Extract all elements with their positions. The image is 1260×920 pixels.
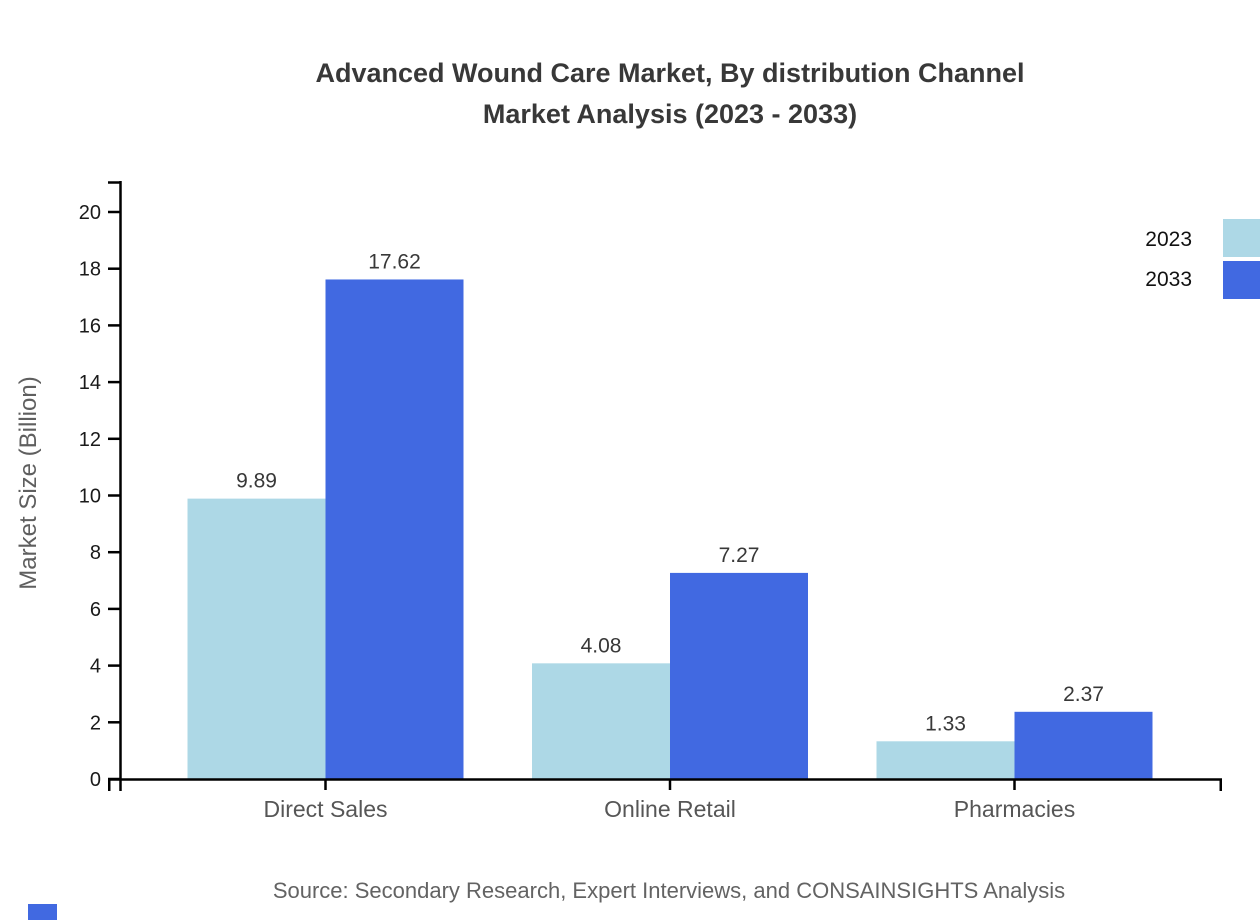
value-label-2033-pharmacies: 2.37 [1063, 683, 1104, 706]
bar-2023-direct-sales [187, 498, 326, 779]
y-tick-label-12: 12 [79, 429, 101, 451]
y-tick-label-0: 0 [90, 769, 101, 791]
source-note: Source: Secondary Research, Expert Inter… [272, 878, 1066, 903]
chart-title: Advanced Wound Care Market, By distribut… [40, 53, 1260, 135]
value-label-2033-online-retail: 7.27 [719, 544, 760, 567]
y-tick-label-4: 4 [90, 656, 101, 678]
legend-swatch-2023 [1223, 219, 1260, 257]
y-tick-label-16: 16 [79, 315, 101, 337]
bar-2033-direct-sales [325, 279, 464, 779]
bar-2033-online-retail [670, 572, 808, 779]
y-tick-label-8: 8 [90, 542, 101, 564]
y-tick-label-20: 20 [79, 202, 101, 224]
bar-2023-online-retail [532, 663, 670, 779]
bar-2033-pharmacies [1014, 711, 1153, 779]
logo-fragment [28, 904, 57, 920]
y-tick-label-10: 10 [79, 486, 101, 508]
legend-swatch-2033 [1223, 261, 1260, 299]
legend-label-2033: 2033 [1145, 268, 1192, 291]
x-category-label-online-retail: Online Retail [604, 796, 736, 822]
value-label-2023-direct-sales: 9.89 [236, 470, 277, 493]
y-tick-label-6: 6 [90, 599, 101, 621]
y-tick-label-18: 18 [79, 259, 101, 281]
chart-title-line1: Advanced Wound Care Market, By distribut… [315, 58, 1025, 88]
value-label-2023-pharmacies: 1.33 [925, 712, 966, 735]
x-category-label-pharmacies: Pharmacies [954, 796, 1075, 822]
y-tick-label-14: 14 [79, 372, 101, 394]
value-label-2023-online-retail: 4.08 [581, 634, 622, 657]
y-axis-title: Market Size (Billion) [15, 376, 42, 589]
x-category-label-direct-sales: Direct Sales [264, 796, 388, 822]
chart-title-line2: Market Analysis (2023 - 2033) [482, 99, 858, 129]
bar-2023-pharmacies [876, 741, 1015, 779]
legend-label-2023: 2023 [1145, 228, 1192, 251]
value-label-2033-direct-sales: 17.62 [368, 250, 421, 273]
y-tick-label-2: 2 [90, 712, 101, 734]
